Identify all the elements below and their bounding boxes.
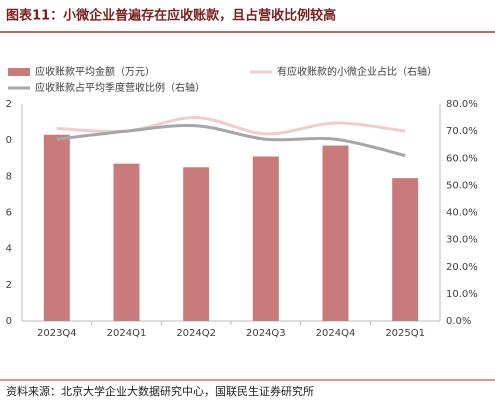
bar: [252, 156, 279, 321]
y2-tick-label: 70.0%: [446, 126, 478, 137]
y-tick-label: 8: [6, 171, 12, 182]
x-tick-label: 2024Q3: [246, 328, 286, 339]
y2-tick-label: 10.0%: [446, 289, 478, 300]
legend-label: 应收账款平均金额（万元）: [35, 65, 155, 78]
y2-tick-label: 30.0%: [446, 235, 478, 246]
bar: [43, 134, 70, 321]
bar: [322, 145, 349, 321]
bar: [183, 167, 210, 321]
y-tick-label: 0: [6, 316, 12, 327]
y-tick-label: 0: [6, 135, 12, 146]
x-tick-label: 2025Q1: [385, 328, 425, 339]
y2-tick-label: 40.0%: [446, 208, 478, 219]
x-tick-label: 2024Q2: [176, 328, 216, 339]
y2-tick-label: 80.0%: [446, 99, 478, 110]
y2-tick-label: 60.0%: [446, 153, 478, 164]
legend-swatch: [8, 68, 30, 76]
bar: [113, 163, 140, 321]
legend-label: 应收账款占平均季度营收比例（右轴）: [35, 81, 205, 94]
source: 资料来源：北京大学企业大数据研究中心，国联民生证券研究所: [6, 384, 314, 398]
x-tick-label: 2023Q4: [37, 328, 77, 339]
y-tick-label: 6: [6, 208, 12, 219]
y2-tick-label: 0.0%: [446, 316, 471, 327]
x-tick-label: 2024Q1: [107, 328, 147, 339]
legend-label: 有应收账款的小微企业占比（右轴）: [277, 65, 437, 78]
y2-tick-label: 20.0%: [446, 262, 478, 273]
x-tick-label: 2024Q4: [316, 328, 356, 339]
y-tick-label: 4: [6, 244, 12, 255]
y2-tick-label: 50.0%: [446, 180, 478, 191]
y-tick-label: 2: [6, 280, 12, 291]
y-tick-label: 2: [6, 99, 12, 110]
chart-title: 图表11：小微企业普遍存在应收账款，且占营收比例较高: [6, 8, 336, 24]
line: [56, 123, 406, 157]
bar: [392, 178, 419, 321]
